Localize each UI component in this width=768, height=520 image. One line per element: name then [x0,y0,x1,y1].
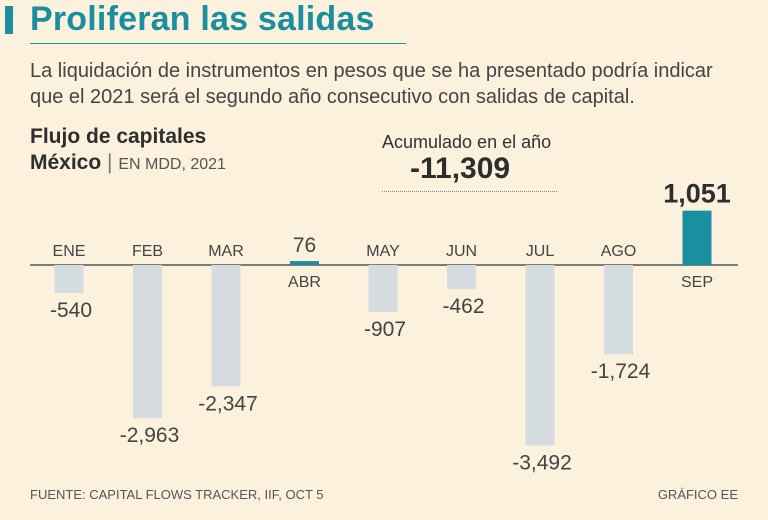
value-label-abr: 76 [293,234,316,257]
chart-subtitle: México | EN MDD, 2021 [30,150,226,178]
category-label-ene: ENE [53,243,86,260]
value-label-ene: -540 [50,299,92,322]
value-label-jul: -3,492 [512,452,572,475]
accumulated-value: -11,309 [410,152,511,185]
accumulated-divider [382,191,557,192]
source-note: FUENTE: CAPITAL FLOWS TRACKER, IIF, OCT … [30,487,324,502]
chart-country: México [30,151,102,174]
bar-ago [604,265,633,355]
accumulated-label: Acumulado en el año [382,132,552,152]
category-label-ago: AGO [601,243,637,260]
page-subtitle: La liquidación de instrumentos en pesos … [30,60,713,108]
chart-separator: | [107,151,113,174]
bar-jul [525,265,555,446]
chart-title: Flujo de capitales [30,125,207,148]
value-label-may: -907 [364,318,406,341]
bar-sep [682,210,712,265]
title-accent-bar [5,6,13,34]
value-label-sep: 1,051 [663,179,731,209]
bar-feb [133,265,162,419]
bar-jun [447,265,476,289]
value-label-feb: -2,963 [120,424,180,447]
category-label-jun: JUN [446,243,477,260]
category-label-mar: MAR [208,243,244,260]
bar-mar [211,265,241,387]
page-title: Proliferan las salidas [30,0,375,38]
category-label-feb: FEB [132,243,163,260]
title-divider [30,43,406,44]
category-label-jul: JUL [526,243,555,260]
bar-may [368,265,398,312]
category-label-may: MAY [366,243,400,260]
bar-ene [54,265,84,293]
bar-abr [290,261,319,265]
graphic-credit: GRÁFICO EE [657,487,738,502]
category-label-abr: ABR [288,274,321,291]
chart-unit: EN MDD, 2021 [118,156,226,173]
value-label-ago: -1,724 [591,360,651,383]
value-label-jun: -462 [442,295,484,318]
value-label-mar: -2,347 [198,392,258,415]
category-label-sep: SEP [681,274,713,291]
